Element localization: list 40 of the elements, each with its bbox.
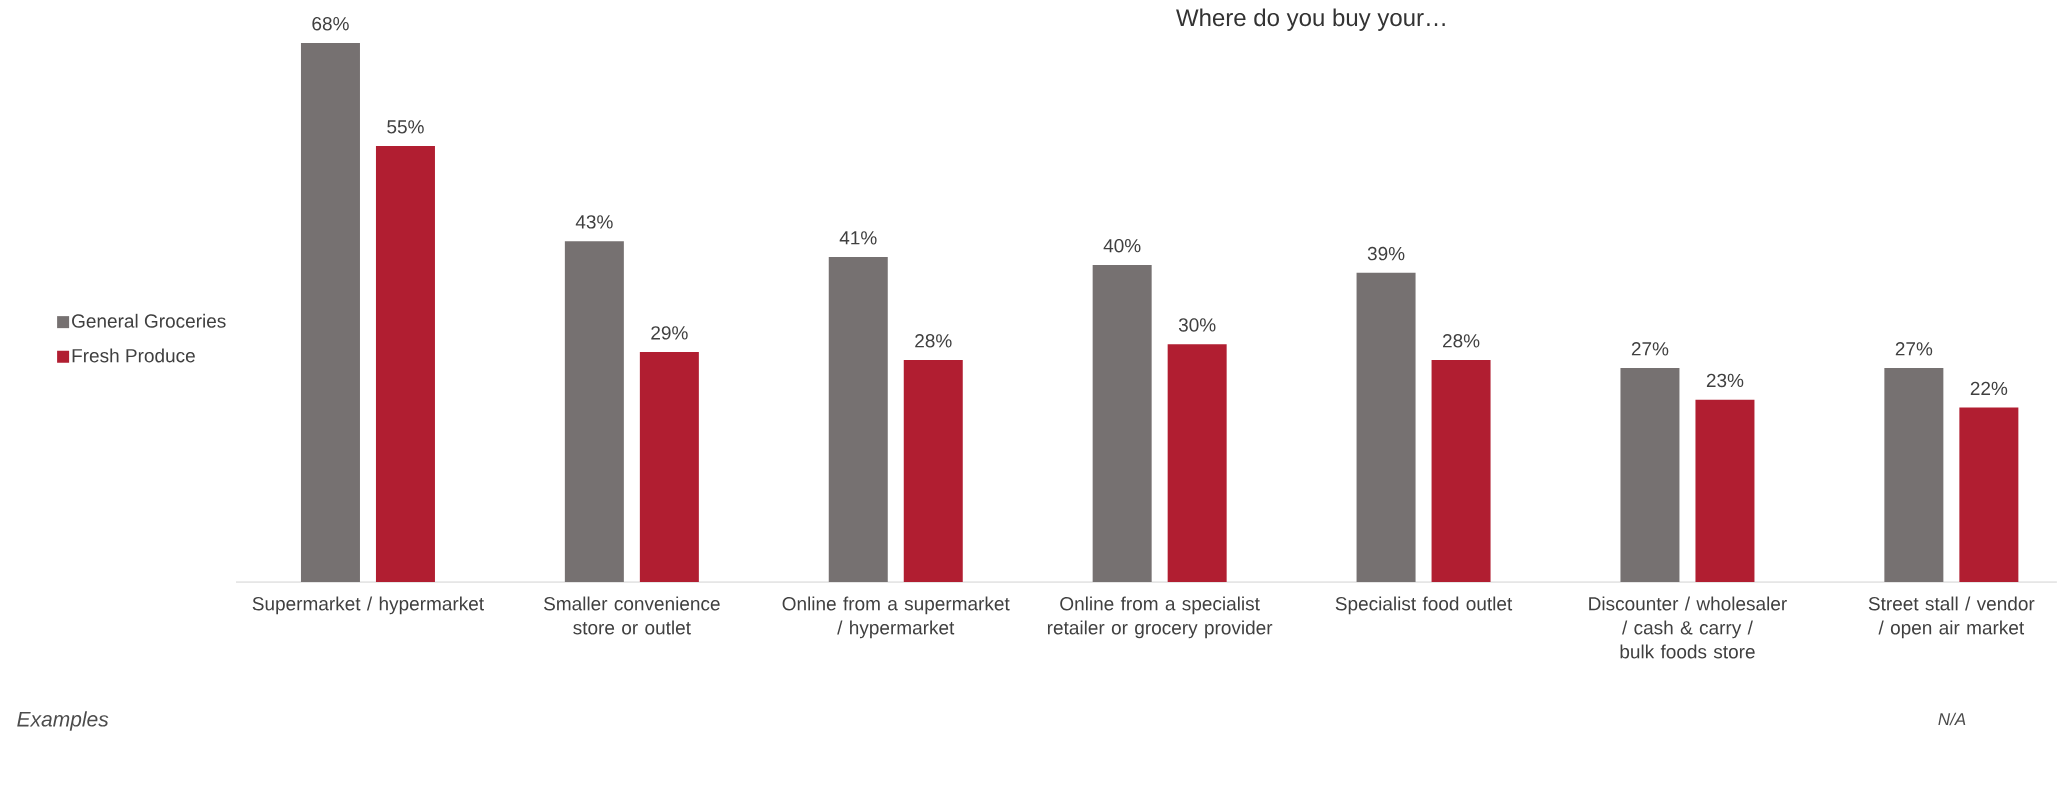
data-label: 27% [1631,342,1669,356]
bar [1959,407,2019,582]
bar [1356,272,1416,582]
x-tick-label: Street stall / vendor / open air market [1868,596,2035,639]
bar [639,352,699,582]
bar [1167,344,1227,582]
data-label: 28% [1443,334,1480,348]
x-tick-label: Online from a specialist retailer or grocery provider [1047,596,1273,639]
bar [300,43,360,582]
data-label: 39% [1367,246,1405,261]
text: N/A [1938,712,1966,726]
x-tick-label: Discounter / wholesaler / cash & carry / bulk foods store [1589,596,1787,659]
text: Examples [17,711,109,731]
data-label: 68% [312,17,349,31]
data-label: 27% [1895,342,1933,356]
data-label: 55% [387,120,424,134]
legend-label: Fresh Produce [72,348,195,363]
bar [1431,360,1491,582]
data-label: 30% [1178,318,1216,332]
bar [1695,399,1755,582]
data-label: 43% [575,215,613,229]
data-label: 41% [839,231,877,245]
chart-title: Where do you buy your… [1176,8,1445,31]
bar [828,257,888,582]
data-label: 29% [651,326,688,340]
x-tick-label: Supermarket / hypermarket [252,596,484,615]
bar [903,360,963,582]
bar [1620,367,1680,582]
data-label: 22% [1970,381,2008,396]
bar [1884,367,1944,582]
legend-label: General Groceries [72,313,226,328]
bar [564,241,624,582]
x-tick-label: Online from a supermarket / hypermarket [782,596,1010,639]
x-tick-label: Smaller convenience store or outlet [544,596,720,635]
bar [1092,264,1152,582]
x-tick-label: Specialist food outlet [1335,596,1513,615]
data-label: 28% [915,334,952,348]
data-label: 23% [1706,373,1744,388]
data-label: 40% [1103,238,1141,253]
bar [375,146,435,582]
